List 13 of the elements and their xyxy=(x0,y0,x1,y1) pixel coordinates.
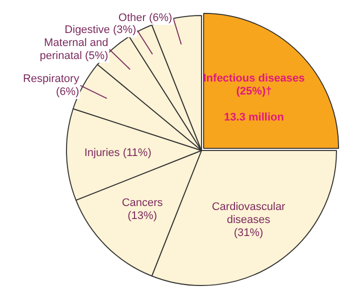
slice-label: Respiratory xyxy=(22,72,80,85)
text: 13.3 million xyxy=(224,112,284,124)
data-label: (6%) xyxy=(56,86,80,98)
slice-label: Cardiovascular diseases xyxy=(212,200,286,226)
slice-label: Infectious diseases xyxy=(203,72,305,85)
slice-label: Digestive (3%) xyxy=(64,24,136,36)
slice-label: Cancers xyxy=(122,197,164,210)
slice-label: Other (6%) xyxy=(118,12,172,24)
data-label: (13%) xyxy=(128,210,157,222)
slice-label: Maternal and perinatal (5%) xyxy=(40,36,108,62)
data-label: (31%) xyxy=(234,226,264,239)
slice-label: Injuries (11%) xyxy=(84,147,152,160)
data-label: (25%)† xyxy=(236,86,272,98)
